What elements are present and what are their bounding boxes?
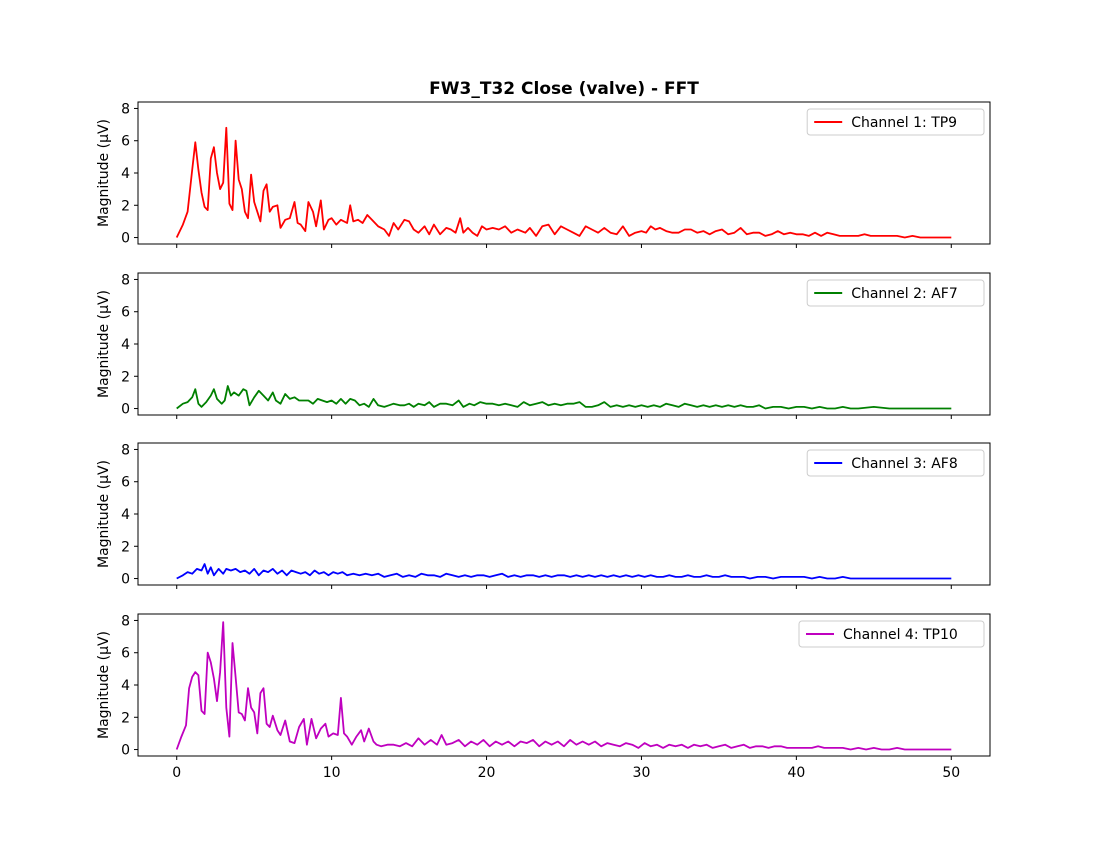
series-line-4 xyxy=(175,621,952,751)
legend-label: Channel 4: TP10 xyxy=(843,627,958,643)
panel-4: 0 2 4 6 8 Magnitude (μV) Channel 4: TP10 xyxy=(96,613,991,760)
y-tick-label: 2 xyxy=(121,539,130,555)
y-tick-label: 4 xyxy=(121,678,130,694)
series-line-1 xyxy=(175,126,952,239)
legend-label: Channel 2: AF7 xyxy=(851,286,958,302)
legend-box xyxy=(806,279,985,307)
legend-label: Channel 3: AF8 xyxy=(851,456,958,472)
y-tick-label: 6 xyxy=(121,134,130,150)
y-tick-label: 6 xyxy=(121,646,130,662)
legend-box xyxy=(806,449,985,477)
series-line-3 xyxy=(176,563,952,580)
x-tick-label: 20 xyxy=(478,765,496,781)
legend-box xyxy=(806,108,985,136)
y-tick-label: 4 xyxy=(121,507,130,523)
y-tick-label: 0 xyxy=(121,743,130,759)
y-tick-label: 6 xyxy=(121,475,130,491)
series-line-2 xyxy=(176,385,952,410)
y-tick-label: 2 xyxy=(121,198,130,214)
y-tick-label: 2 xyxy=(121,710,130,726)
x-tick-label: 50 xyxy=(942,765,960,781)
x-tick-label: 30 xyxy=(633,765,651,781)
panels: 0 2 4 6 8 Magnitude (μV) Channel 1: TP9 0 2 4 6 8 Ma… xyxy=(96,101,991,760)
panel-1: 0 2 4 6 8 Magnitude (μV) Channel 1: TP9 xyxy=(96,101,991,248)
y-tick-label: 8 xyxy=(121,613,130,629)
x-tick-label: 10 xyxy=(323,765,341,781)
y-axis-label: Magnitude (μV) xyxy=(96,119,112,227)
x-tick-label: 40 xyxy=(787,765,805,781)
legend-box xyxy=(798,620,985,648)
legend-label: Channel 1: TP9 xyxy=(851,115,957,131)
y-tick-label: 0 xyxy=(121,402,130,418)
y-tick-label: 8 xyxy=(121,272,130,288)
y-axis-label: Magnitude (μV) xyxy=(96,290,112,398)
y-tick-label: 8 xyxy=(121,101,130,117)
y-tick-label: 6 xyxy=(121,305,130,321)
y-axis-label: Magnitude (μV) xyxy=(96,631,112,739)
panel-2: 0 2 4 6 8 Magnitude (μV) Channel 2: AF7 xyxy=(96,272,991,419)
y-tick-label: 4 xyxy=(121,166,130,182)
x-axis: 0 10 20 30 40 50 xyxy=(172,765,960,781)
y-axis-label: Magnitude (μV) xyxy=(96,460,112,568)
chart-title: FW3_T32 Close (valve) - FFT xyxy=(429,79,699,99)
y-tick-label: 4 xyxy=(121,337,130,353)
x-tick-label: 0 xyxy=(172,765,181,781)
y-tick-label: 0 xyxy=(121,572,130,588)
panel-3: 0 2 4 6 8 Magnitude (μV) Channel 3: AF8 xyxy=(96,442,991,589)
y-tick-label: 2 xyxy=(121,369,130,385)
y-tick-label: 8 xyxy=(121,442,130,458)
y-tick-label: 0 xyxy=(121,231,130,247)
